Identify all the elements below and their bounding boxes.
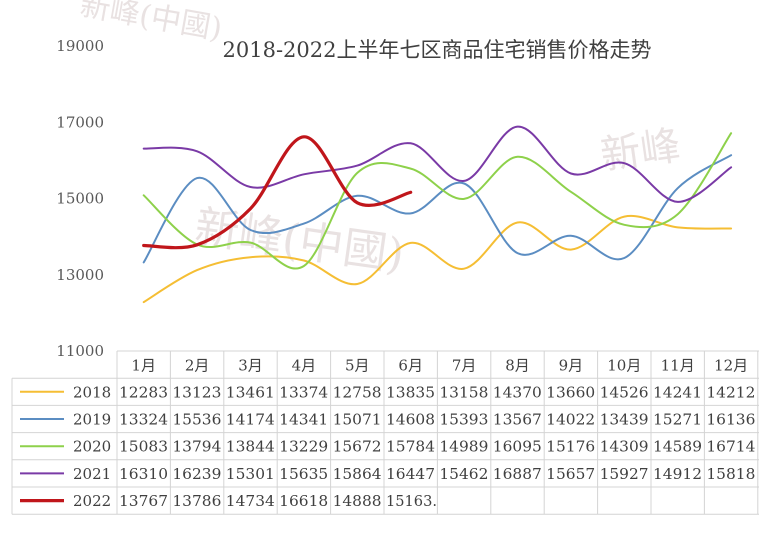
data-label: 14526 [600, 385, 649, 401]
data-label: 14241 [653, 385, 702, 401]
y-tick-label: 19000 [56, 37, 104, 55]
data-label: 14022 [546, 413, 595, 429]
data-label: 13835 [386, 385, 435, 401]
data-label: 15271 [653, 413, 702, 429]
data-label: 15301 [226, 467, 275, 483]
data-table: 1月 2月 3月 4月 5月 6月 7月 8月 9月 10月 11月 12月 2018 12283 1312… [11, 350, 759, 515]
data-label: 15927 [600, 467, 649, 483]
data-label: 16714 [706, 440, 755, 456]
data-label: 13660 [546, 385, 595, 401]
data-label: 13229 [279, 440, 328, 456]
data-label: 12758 [333, 385, 382, 401]
data-label: 13123 [172, 385, 221, 401]
data-label: 14589 [653, 440, 702, 456]
data-label: 13844 [226, 440, 275, 456]
data-label: 14212 [706, 385, 755, 401]
series-line-2020 [142, 132, 733, 270]
legend-label-2021: 2021 [73, 465, 111, 483]
data-label: 16887 [493, 467, 542, 483]
x-category-label: 12月 [714, 357, 748, 375]
data-label: 14174 [226, 413, 275, 429]
data-label: 15657 [546, 467, 595, 483]
x-category-label: 5月 [345, 357, 370, 375]
series-line-2019 [142, 154, 733, 264]
data-label: 15163. [386, 494, 437, 510]
x-category-label: 11月 [661, 357, 695, 375]
data-label: 13794 [172, 440, 221, 456]
legend-label-2020: 2020 [73, 438, 111, 456]
data-label: 13324 [119, 413, 168, 429]
data-label: 13767 [119, 494, 168, 510]
data-label: 16136 [706, 413, 755, 429]
data-label: 13158 [439, 385, 488, 401]
data-label: 16447 [386, 467, 435, 483]
data-label: 15393 [439, 413, 488, 429]
series-line-2022 [142, 135, 413, 250]
data-label: 15672 [333, 440, 382, 456]
legend-label-2019: 2019 [73, 411, 111, 429]
data-label: 13374 [279, 385, 328, 401]
data-label: 15071 [333, 413, 382, 429]
y-tick-label: 11000 [56, 342, 104, 360]
y-axis: 11000 13000 15000 17000 19000 [56, 37, 104, 360]
x-category-label: 7月 [452, 357, 477, 375]
x-category-label: 4月 [292, 357, 317, 375]
chart-title: 2018-2022上半年七区商品住宅销售价格走势 [223, 38, 652, 62]
y-tick-label: 13000 [56, 266, 104, 284]
x-category-label: 10月 [607, 357, 641, 375]
data-label: 13461 [226, 385, 275, 401]
data-label: 12283 [119, 385, 168, 401]
data-label: 15818 [706, 467, 755, 483]
legend-label-2022: 2022 [73, 492, 111, 510]
x-category-label: 8月 [505, 357, 530, 375]
data-label: 15176 [546, 440, 595, 456]
data-label: 15864 [333, 467, 382, 483]
data-label: 16095 [493, 440, 542, 456]
data-label: 15784 [386, 440, 435, 456]
data-label: 13439 [600, 413, 649, 429]
data-label: 14608 [386, 413, 435, 429]
data-label: 13786 [172, 494, 221, 510]
data-label: 15083 [119, 440, 168, 456]
data-label: 14734 [226, 494, 275, 510]
data-label: 14370 [493, 385, 542, 401]
series-line-2018 [142, 214, 733, 304]
data-label: 14912 [653, 467, 702, 483]
y-tick-label: 15000 [56, 190, 104, 208]
x-category-label: 3月 [238, 357, 263, 375]
data-label: 14989 [439, 440, 488, 456]
data-label: 15536 [172, 413, 221, 429]
legend-label-2018: 2018 [73, 383, 111, 401]
data-label: 13567 [493, 413, 542, 429]
x-category-label: 1月 [131, 357, 156, 375]
data-label: 15635 [279, 467, 328, 483]
x-category-label: 2月 [185, 357, 210, 375]
x-category-label: 9月 [559, 357, 584, 375]
data-label: 14309 [600, 440, 649, 456]
data-label: 16618 [279, 494, 328, 510]
y-tick-label: 17000 [56, 113, 104, 131]
plot-area [142, 125, 733, 304]
data-label: 16310 [119, 467, 168, 483]
x-category-label: 6月 [398, 357, 423, 375]
series-line-2021 [142, 125, 733, 203]
data-label: 14888 [333, 494, 382, 510]
data-label: 16239 [172, 467, 221, 483]
data-label: 14341 [279, 413, 328, 429]
data-label: 15462 [439, 467, 488, 483]
